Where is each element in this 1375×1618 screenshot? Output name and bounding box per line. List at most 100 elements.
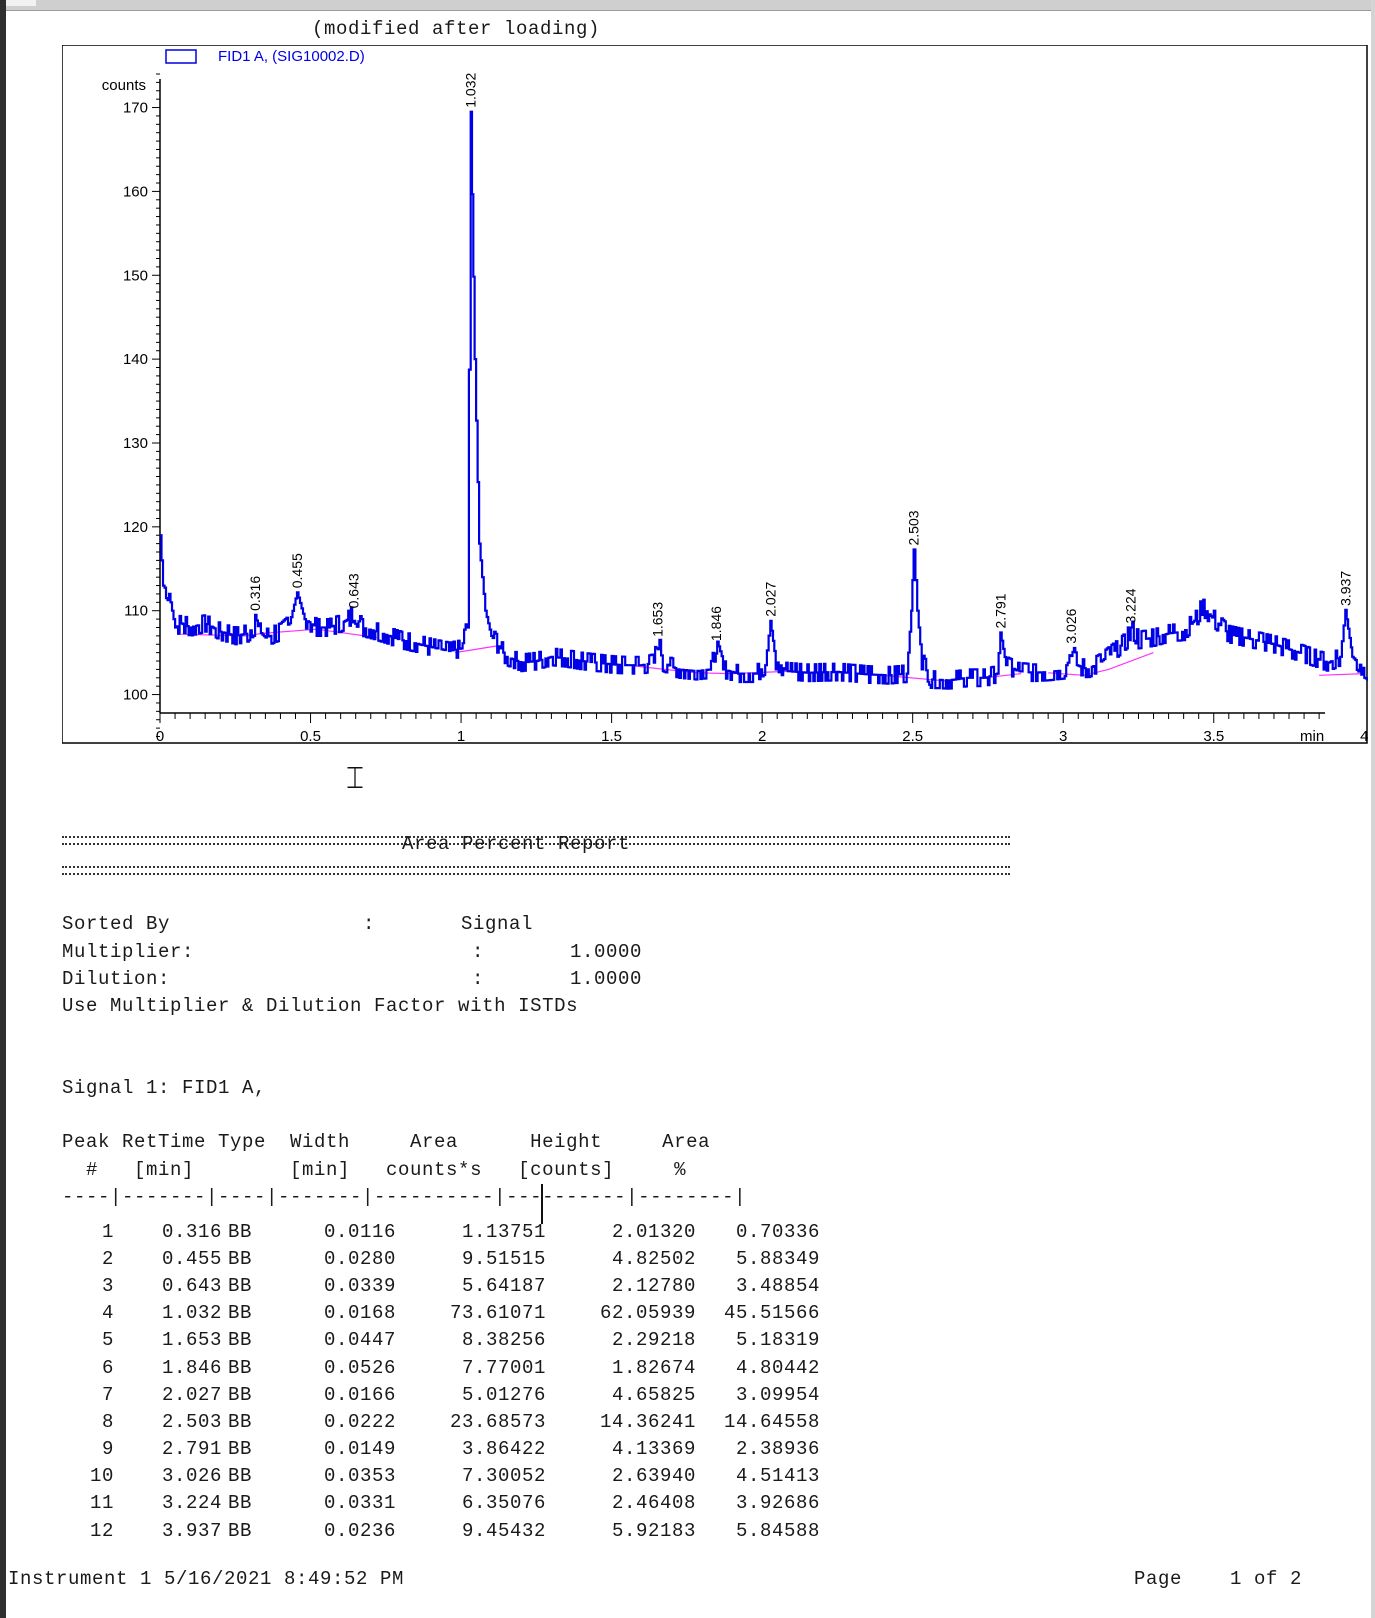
- y-tick-label: 150: [123, 267, 148, 284]
- cell-peak: 2: [101, 1247, 114, 1270]
- cell-rettime: 0.455: [161, 1247, 222, 1270]
- cell-rettime: 2.503: [161, 1410, 222, 1433]
- baseline-segment: [1319, 673, 1365, 676]
- peak-label: 2.027: [762, 582, 778, 617]
- y-tick-label: 100: [123, 687, 148, 704]
- table-row: 6 1.846 BB 0.0526 7.77001 1.82674 4.80442: [62, 1354, 820, 1381]
- cell-height: 4.13369: [611, 1438, 696, 1461]
- cell-peak: 11: [89, 1492, 114, 1515]
- cell-height: 2.01320: [611, 1220, 696, 1243]
- cell-type: BB: [228, 1465, 253, 1488]
- cell-area: 5.01276: [461, 1383, 546, 1406]
- cell-area: 1.13751: [461, 1220, 546, 1243]
- peak-label: 3.937: [1337, 571, 1353, 606]
- cell-area: 23.68573: [449, 1410, 546, 1433]
- cell-type: BB: [228, 1492, 253, 1515]
- dilution-value: 1.0000: [570, 968, 643, 990]
- peak-label: 1.653: [650, 602, 666, 637]
- sorted-by-colon: :: [363, 913, 376, 935]
- dilution-colon: :: [472, 968, 485, 990]
- table-row: 10 3.026 BB 0.0353 7.30052 2.63940 4.51413: [62, 1463, 820, 1490]
- cell-peak: 7: [101, 1383, 114, 1406]
- signal-trace: [160, 110, 1368, 690]
- cell-peak: 8: [101, 1410, 114, 1433]
- cell-peak: 4: [101, 1302, 114, 1325]
- window-top-edge: [0, 0, 1375, 11]
- cell-height: 2.12780: [611, 1274, 696, 1297]
- table-row: 11 3.224 BB 0.0331 6.35076 2.46408 3.92686: [62, 1490, 820, 1517]
- cell-rettime: 1.032: [161, 1302, 222, 1325]
- peak-label: 2.791: [992, 593, 1008, 628]
- cell-type: BB: [228, 1410, 253, 1433]
- table-header-line1: Peak RetTime Type Width Area Height Area: [62, 1131, 711, 1153]
- peak-label: 0.316: [247, 576, 263, 611]
- separator-top: [62, 836, 1010, 845]
- table-row: 8 2.503 BB 0.0222 23.68573 14.36241 14.64558: [62, 1408, 820, 1435]
- x-tick-label: 3.5: [1203, 728, 1224, 745]
- cell-height: 2.46408: [611, 1492, 696, 1515]
- sorted-by-label: Sorted By: [62, 913, 171, 935]
- cell-area-pct: 5.88349: [735, 1247, 820, 1270]
- peak-label: 3.224: [1123, 588, 1139, 623]
- table-row: 4 1.032 BB 0.0168 73.61071 62.05939 45.51566: [62, 1300, 820, 1327]
- legend-label: FID1 A, (SIG10002.D): [218, 48, 365, 65]
- cell-width: 0.0280: [323, 1247, 396, 1270]
- cell-rettime: 0.316: [161, 1220, 222, 1243]
- cell-width: 0.0166: [323, 1383, 396, 1406]
- cell-width: 0.0447: [323, 1329, 396, 1352]
- cell-area-pct: 2.38936: [735, 1438, 820, 1461]
- cell-rettime: 3.026: [161, 1465, 222, 1488]
- window-corner: [0, 0, 36, 6]
- cell-width: 0.0331: [323, 1492, 396, 1515]
- y-tick-label: 120: [123, 519, 148, 536]
- cell-type: BB: [228, 1247, 253, 1270]
- cell-area: 7.30052: [461, 1465, 546, 1488]
- cell-type: BB: [228, 1329, 253, 1352]
- peak-labels: 0.316 0.455 0.643 1.032 1.653 1.846 2.027 2.503…: [247, 72, 1353, 643]
- table-header-line2: # [min] [min] counts*s [counts] %: [62, 1159, 687, 1181]
- cell-width: 0.0339: [323, 1274, 396, 1297]
- cell-area-pct: 3.48854: [735, 1274, 820, 1297]
- cell-rettime: 1.653: [161, 1329, 222, 1352]
- y-tick-label: 170: [123, 100, 148, 117]
- cell-type: BB: [228, 1356, 253, 1379]
- table-row: 2 0.455 BB 0.0280 9.51515 4.82502 5.88349: [62, 1245, 820, 1272]
- y-tick-label: 130: [123, 435, 148, 452]
- signal-label: Signal 1: FID1 A,: [62, 1077, 267, 1099]
- cell-area-pct: 14.64558: [723, 1410, 820, 1433]
- cell-peak: 5: [101, 1329, 114, 1352]
- peak-label: 0.455: [289, 553, 305, 588]
- peak-label: 3.026: [1063, 608, 1079, 643]
- x-axis: 0 0.5 1 1.5 2 2.5 3 3.5 4: [156, 712, 1368, 745]
- results-table: 1 0.316 BB 0.0116 1.13751 2.01320 0.70336 2 0.45…: [62, 1218, 820, 1544]
- cell-peak: 12: [89, 1519, 114, 1542]
- y-axis-label: counts: [102, 77, 146, 94]
- cell-area: 9.45432: [461, 1519, 546, 1542]
- cell-height: 5.92183: [611, 1519, 696, 1542]
- peak-label: 0.643: [346, 573, 362, 608]
- table-row: 12 3.937 BB 0.0236 9.45432 5.92183 5.84588: [62, 1517, 820, 1544]
- page-indicator: Page 1 of 2: [1134, 1568, 1303, 1590]
- y-tick-label: 110: [124, 603, 148, 620]
- cell-width: 0.0526: [323, 1356, 396, 1379]
- istd-note: Use Multiplier & Dilution Factor with IS…: [62, 995, 579, 1017]
- cell-peak: 6: [101, 1356, 114, 1379]
- cell-type: BB: [228, 1302, 253, 1325]
- cell-area-pct: 3.09954: [735, 1383, 820, 1406]
- cell-area-pct: 0.70336: [735, 1220, 820, 1243]
- cell-rettime: 1.846: [161, 1356, 222, 1379]
- modified-note: (modified after loading): [312, 18, 601, 40]
- cell-area-pct: 3.92686: [735, 1492, 820, 1515]
- cell-peak: 10: [89, 1465, 114, 1488]
- cell-peak: 1: [101, 1220, 114, 1243]
- cell-peak: 3: [101, 1274, 114, 1297]
- cell-area: 73.61071: [449, 1302, 546, 1325]
- x-tick-label: 0.5: [300, 728, 321, 745]
- table-row: 1 0.316 BB 0.0116 1.13751 2.01320 0.70336: [62, 1218, 820, 1245]
- window-left-border: [0, 0, 6, 1618]
- x-axis-unit: min: [1300, 728, 1324, 745]
- cell-area-pct: 5.84588: [735, 1519, 820, 1542]
- x-tick-label: 1.5: [601, 728, 622, 745]
- cell-height: 62.05939: [599, 1302, 696, 1325]
- cell-width: 0.0149: [323, 1438, 396, 1461]
